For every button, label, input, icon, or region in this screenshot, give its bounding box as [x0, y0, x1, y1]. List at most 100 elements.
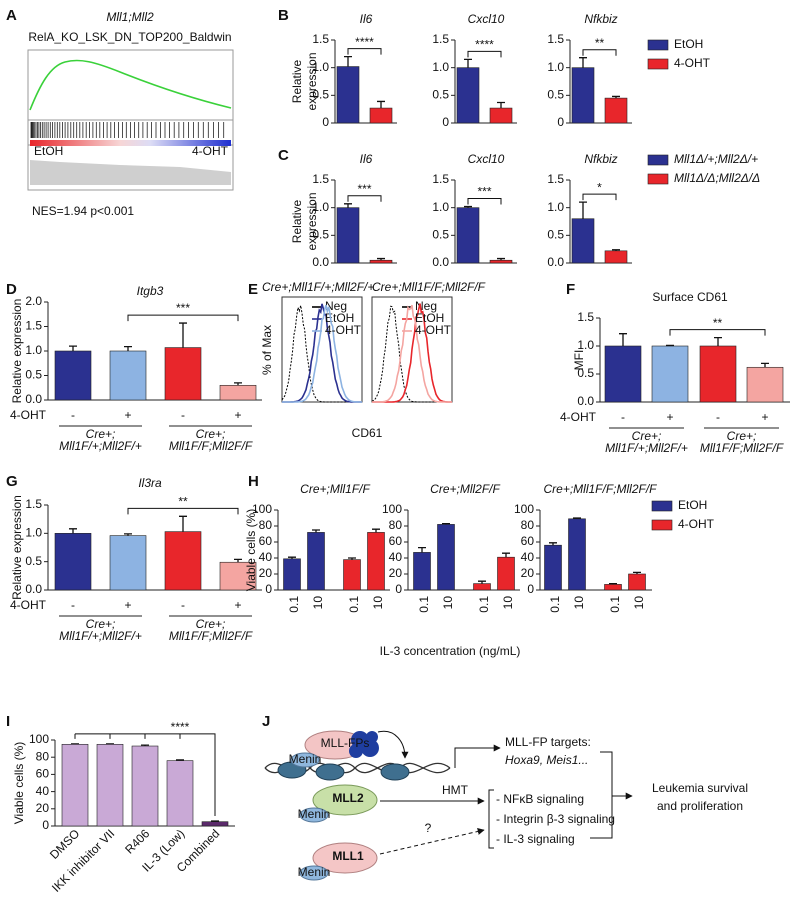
group-label: Mll1F/+;Mll2F/+ — [605, 441, 688, 455]
chart-title: Cre+;Mll1F/F — [300, 482, 370, 496]
error-bar — [573, 517, 581, 519]
legend-label: Mll1Δ/Δ;Mll2Δ/Δ — [674, 171, 760, 185]
x-tick-label: - — [181, 598, 185, 612]
bar — [283, 558, 301, 591]
y-tick-label: 1.5 — [577, 310, 594, 324]
bar — [164, 347, 202, 401]
error-bar — [344, 203, 352, 208]
group-label: Cre+; — [86, 617, 116, 631]
y-tick-label: 20 — [36, 801, 50, 815]
error-bar — [179, 515, 187, 532]
y-tick-label: 1.5 — [547, 172, 564, 186]
y-tick-label: 2.0 — [25, 294, 42, 308]
y-tick-label: 40 — [259, 550, 273, 564]
flow-x-label: CD61 — [352, 426, 383, 440]
bar — [437, 524, 455, 591]
x-tick-label: - — [71, 598, 75, 612]
bar — [369, 259, 393, 264]
significance-label: **** — [171, 720, 190, 734]
bar — [544, 544, 562, 591]
group-label: Cre+; — [632, 429, 662, 443]
gsea-statistics: NES=1.94 p<0.001 — [32, 204, 134, 218]
bar — [369, 107, 393, 124]
y-tick-label: 1.5 — [25, 319, 42, 333]
bar — [61, 743, 89, 827]
group-label: Cre+; — [86, 427, 116, 441]
flow-frame — [281, 296, 363, 403]
x-tick-label: 10 — [311, 596, 325, 610]
legend-swatch — [651, 500, 673, 512]
row-label: 4-OHT — [10, 408, 47, 422]
error-bar — [372, 528, 380, 533]
y-tick-label: 100 — [29, 732, 49, 746]
menin-label: Menin — [298, 865, 331, 879]
gsea-plot — [27, 49, 234, 191]
panel-label: E — [248, 281, 258, 298]
flow-curve — [371, 305, 452, 403]
chart-title: Cre+;Mll2F/F — [430, 482, 500, 496]
bar — [604, 345, 642, 403]
error-bar — [179, 322, 187, 348]
x-tick-label: 0.1 — [548, 596, 562, 613]
error-bar — [502, 552, 510, 558]
menin-shape — [299, 807, 329, 823]
legend-swatch — [647, 173, 669, 185]
chart-title: Il6 — [360, 12, 373, 26]
y-tick-label: 0.5 — [312, 228, 329, 242]
chart-title: Nfkbiz — [584, 152, 617, 166]
x-tick-label: 0.1 — [477, 596, 491, 613]
error-bar — [609, 582, 617, 585]
x-tick-label: 0.1 — [608, 596, 622, 613]
x-tick-label: 10 — [441, 596, 455, 610]
panel-label: I — [6, 713, 10, 730]
y-tick-label: 1.0 — [25, 526, 42, 540]
nucleosome — [380, 763, 410, 781]
y-tick-label: 0.5 — [432, 88, 449, 102]
mll2-shape — [312, 784, 378, 816]
error-bar — [288, 556, 296, 559]
significance-bracket — [467, 50, 502, 58]
error-bar — [141, 744, 149, 747]
y-tick-label: 0.5 — [577, 366, 594, 380]
x-tick-label: - — [181, 408, 185, 422]
bar — [604, 97, 628, 124]
y-tick-label: 100 — [514, 502, 534, 516]
bar — [571, 218, 595, 264]
significance-bracket — [467, 198, 502, 205]
group-label: Mll1F/F;Mll2F/F — [700, 441, 784, 455]
y-tick-label: 1.0 — [312, 200, 329, 214]
y-tick-label: 1.0 — [25, 343, 42, 357]
bar — [131, 745, 159, 827]
y-tick-label: 60 — [521, 534, 535, 548]
error-bar — [442, 522, 450, 525]
significance-label: ** — [713, 316, 723, 330]
menin-label: Menin — [289, 752, 322, 766]
y-tick-label: 40 — [36, 784, 50, 798]
significance-label: ** — [595, 36, 605, 50]
error-bar — [714, 336, 722, 346]
bar — [568, 518, 586, 591]
significance-bracket — [669, 329, 766, 336]
significance-bracket — [347, 195, 382, 202]
y-tick-label: 0.0 — [25, 392, 42, 406]
error-bar — [377, 100, 385, 109]
bar — [54, 533, 92, 591]
group-label: Cre+; — [196, 427, 226, 441]
y-tick-label: 1.5 — [312, 172, 329, 186]
x-tick-label: 0.1 — [287, 596, 301, 613]
y-tick-label: 80 — [389, 518, 403, 532]
y-tick-label: 1.5 — [25, 497, 42, 511]
outcome: and proliferation — [657, 799, 743, 813]
bar — [651, 345, 689, 403]
y-tick-label: 1.5 — [547, 32, 564, 46]
y-tick-label: 0.5 — [547, 88, 564, 102]
significance-label: * — [597, 180, 602, 194]
x-tick-label: + — [234, 408, 241, 422]
legend-label: Mll1Δ/+;Mll2Δ/+ — [674, 152, 758, 166]
menin-shape — [290, 752, 320, 768]
error-bar — [348, 557, 356, 560]
y-axis-label: Relative — [290, 200, 304, 244]
y-axis-label: expression — [305, 52, 319, 110]
significance-bracket — [347, 48, 382, 55]
